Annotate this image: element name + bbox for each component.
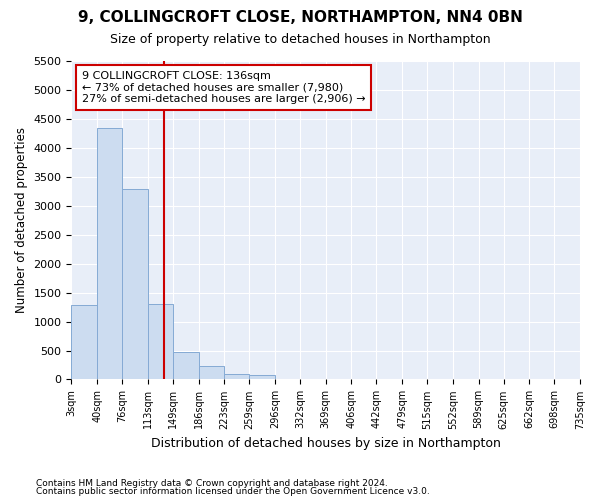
X-axis label: Distribution of detached houses by size in Northampton: Distribution of detached houses by size … bbox=[151, 437, 500, 450]
Text: 9, COLLINGCROFT CLOSE, NORTHAMPTON, NN4 0BN: 9, COLLINGCROFT CLOSE, NORTHAMPTON, NN4 … bbox=[77, 10, 523, 25]
Bar bbox=[224, 374, 249, 380]
Text: Size of property relative to detached houses in Northampton: Size of property relative to detached ho… bbox=[110, 32, 490, 46]
Bar bbox=[97, 128, 122, 380]
Bar bbox=[173, 352, 199, 380]
Text: 9 COLLINGCROFT CLOSE: 136sqm
← 73% of detached houses are smaller (7,980)
27% of: 9 COLLINGCROFT CLOSE: 136sqm ← 73% of de… bbox=[82, 71, 365, 104]
Text: Contains public sector information licensed under the Open Government Licence v3: Contains public sector information licen… bbox=[36, 487, 430, 496]
Bar bbox=[199, 366, 224, 380]
Bar bbox=[148, 304, 173, 380]
Text: Contains HM Land Registry data © Crown copyright and database right 2024.: Contains HM Land Registry data © Crown c… bbox=[36, 478, 388, 488]
Bar bbox=[122, 188, 148, 380]
Bar bbox=[249, 376, 275, 380]
Bar bbox=[71, 306, 97, 380]
Y-axis label: Number of detached properties: Number of detached properties bbox=[15, 128, 28, 314]
